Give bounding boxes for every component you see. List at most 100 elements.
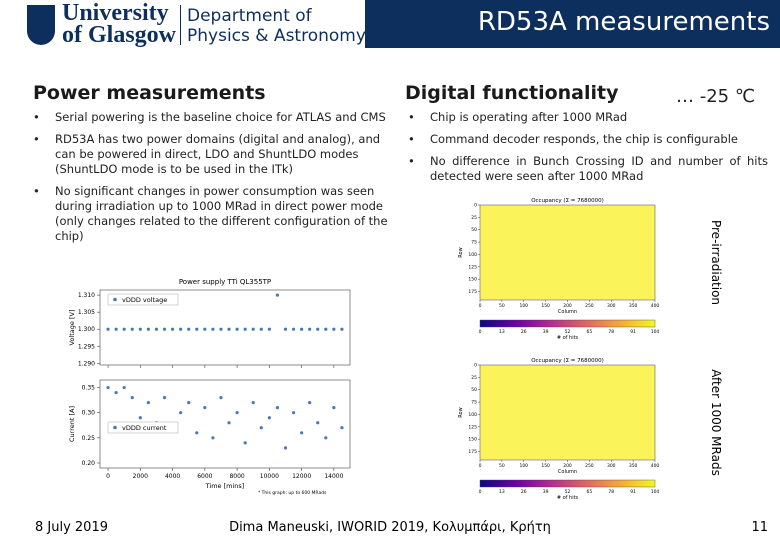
data-point <box>243 441 247 445</box>
data-point <box>195 431 199 435</box>
data-point <box>243 327 247 331</box>
data-point <box>332 406 336 410</box>
colorbar-label: # of hits <box>557 335 579 341</box>
data-point <box>130 396 134 400</box>
header-band <box>365 0 780 48</box>
data-point <box>162 327 167 331</box>
data-point <box>340 327 344 331</box>
colorbar <box>479 479 656 488</box>
data-point <box>275 293 280 297</box>
data-point <box>316 327 320 331</box>
y-tick-label: 125 <box>468 264 477 270</box>
y-axis-label: Voltage [V] <box>68 310 76 346</box>
bullet: Chip is operating after 1000 MRad <box>408 110 768 125</box>
data-point <box>138 416 142 420</box>
data-point <box>259 327 263 331</box>
y-tick-label: 50 <box>471 227 477 233</box>
x-tick-label: 4000 <box>165 473 180 480</box>
data-point <box>179 327 183 331</box>
data-point <box>267 416 271 420</box>
data-point <box>146 401 150 405</box>
x-tick-label: 100 <box>519 303 528 309</box>
colorbar <box>479 319 656 328</box>
slide-title: RD53A measurements <box>477 7 770 37</box>
colorbar-tick-label: 26 <box>521 489 527 495</box>
y-tick-label: 75 <box>471 240 477 246</box>
data-point <box>227 421 231 425</box>
colorbar-tick-label: 26 <box>521 329 527 335</box>
colorbar-tick-label: 0 <box>479 489 482 495</box>
x-axis-label: Column <box>558 469 577 475</box>
x-tick-label: 6000 <box>197 473 212 480</box>
x-tick-label: 50 <box>499 463 505 469</box>
data-point <box>332 327 336 331</box>
y-tick-label: 50 <box>471 387 477 393</box>
x-tick-label: 100 <box>519 463 528 469</box>
legend-label: vDDD voltage <box>122 296 167 304</box>
y-tick-label: 0.35 <box>82 385 96 392</box>
data-point <box>122 385 126 390</box>
x-tick-label: 14000 <box>324 473 343 480</box>
x-tick-label: 250 <box>585 303 594 309</box>
data-point <box>324 436 328 440</box>
y-axis-label: Current [A] <box>68 406 76 442</box>
y-tick-label: 150 <box>468 277 477 283</box>
data-point <box>170 327 175 331</box>
data-point <box>308 327 312 331</box>
bullet: Command decoder responds, the chip is co… <box>408 132 768 147</box>
colorbar-tick-label: 104 <box>651 329 660 335</box>
y-tick-label: 0.25 <box>82 435 96 442</box>
x-tick-label: 12000 <box>292 473 311 480</box>
x-tick-label: 2000 <box>133 473 148 480</box>
data-point <box>291 327 296 331</box>
data-point <box>114 390 118 395</box>
x-tick-label: 250 <box>585 463 594 469</box>
panel-label: Pre-irradiation <box>709 220 723 305</box>
data-point <box>316 421 320 425</box>
colorbar-tick-label: 104 <box>651 489 660 495</box>
colorbar-tick-label: 39 <box>543 489 549 495</box>
colorbar-tick-label: 91 <box>630 489 636 495</box>
left-heading: Power measurements <box>33 82 266 104</box>
page-number: 11 <box>751 520 768 535</box>
author: Dima Maneuski, IWORID 2019, Κολυμπάρι, Κ… <box>229 520 551 535</box>
data-point <box>106 385 110 390</box>
map-title: Occupancy (Σ = 7680000) <box>531 358 604 364</box>
x-axis-label: Column <box>558 309 577 315</box>
y-tick-label: 175 <box>468 449 477 455</box>
data-point <box>122 327 126 331</box>
x-axis-label: Time [mins] <box>205 482 245 490</box>
x-tick-label: 50 <box>499 303 505 309</box>
y-tick-label: 175 <box>468 289 477 295</box>
data-point <box>187 327 191 331</box>
legend-swatch <box>113 425 117 430</box>
x-tick-label: 0 <box>479 303 482 309</box>
data-point <box>195 327 199 331</box>
y-tick-label: 125 <box>468 424 477 430</box>
data-point <box>179 411 183 415</box>
data-point <box>259 426 263 430</box>
colorbar-tick-label: 13 <box>499 329 505 335</box>
y-tick-label: 1.305 <box>78 309 95 316</box>
footnote: * This graph: up to 600 MRads <box>258 490 327 496</box>
data-point <box>251 401 255 405</box>
y-tick-label: 25 <box>471 215 477 221</box>
panel-label: After 1000 MRads <box>709 369 723 476</box>
data-point <box>154 327 159 331</box>
x-tick-label: 400 <box>651 303 660 309</box>
data-point <box>251 327 255 331</box>
y-tick-label: 0 <box>474 363 477 369</box>
divider <box>180 5 181 45</box>
colorbar-tick-label: 65 <box>587 329 593 335</box>
data-point <box>267 327 271 331</box>
right-heading: Digital functionality <box>405 82 619 104</box>
condition: … -25 ℃ <box>676 86 756 107</box>
legend-box <box>107 421 179 434</box>
plot-title: Power supply TTi QL355TP <box>179 278 271 286</box>
data-point <box>324 327 328 331</box>
y-tick-label: 1.310 <box>78 292 95 299</box>
bullet: Serial powering is the baseline choice f… <box>33 110 388 125</box>
x-tick-label: 8000 <box>229 473 244 480</box>
data-point <box>340 426 344 430</box>
university-name: University of Glasgow <box>62 1 176 47</box>
